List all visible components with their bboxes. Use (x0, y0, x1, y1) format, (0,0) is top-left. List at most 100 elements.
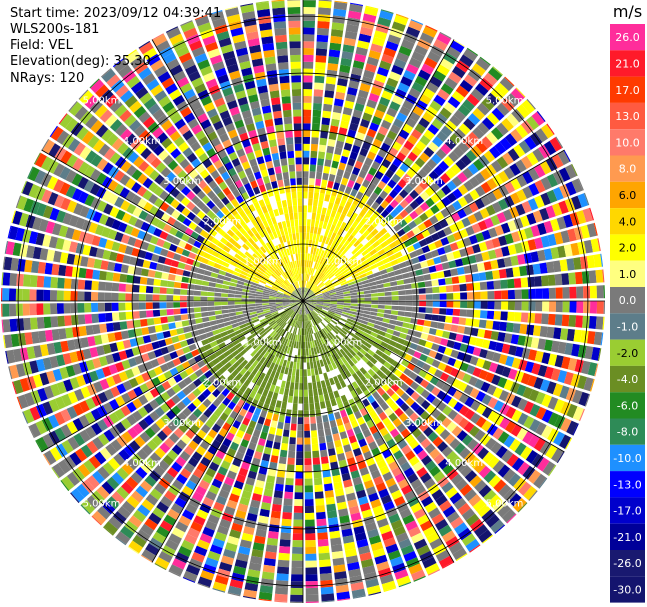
velocity-gate (383, 282, 391, 288)
velocity-gate (529, 403, 541, 417)
velocity-gate (186, 201, 196, 211)
velocity-gate (368, 591, 382, 596)
velocity-gate (453, 401, 464, 413)
velocity-gate (83, 179, 95, 193)
velocity-gate (385, 301, 392, 305)
velocity-gate (447, 96, 461, 109)
velocity-gate (116, 383, 127, 395)
velocity-gate (459, 283, 467, 292)
velocity-gate (118, 293, 126, 301)
velocity-gate (576, 286, 584, 299)
velocity-gate (399, 199, 409, 209)
velocity-gate (131, 453, 144, 466)
velocity-gate (228, 286, 236, 291)
velocity-gate (341, 364, 348, 372)
velocity-gate (429, 448, 441, 460)
velocity-gate (400, 544, 415, 556)
velocity-gate (92, 269, 101, 280)
velocity-gate (319, 359, 325, 367)
velocity-gate (537, 364, 548, 377)
velocity-gate (323, 299, 331, 301)
velocity-gate (238, 218, 246, 227)
velocity-gate (79, 110, 93, 125)
velocity-gate (464, 409, 475, 420)
velocity-gate (344, 485, 355, 495)
velocity-gate (303, 314, 306, 322)
velocity-gate (306, 362, 311, 370)
velocity-gate (378, 126, 389, 136)
velocity-gate (213, 262, 222, 270)
velocity-gate (283, 498, 293, 506)
velocity-gate (135, 466, 148, 479)
velocity-gate (73, 142, 86, 156)
velocity-gate (186, 338, 195, 346)
velocity-gate (391, 301, 399, 306)
velocity-gate (303, 225, 307, 233)
velocity-gate (251, 549, 264, 558)
velocity-gate (337, 301, 345, 303)
velocity-gate (134, 355, 144, 365)
velocity-gate (124, 95, 138, 108)
velocity-gate (164, 257, 173, 266)
velocity-gate (478, 272, 487, 281)
velocity-gate (538, 477, 548, 489)
velocity-gate (346, 555, 359, 564)
velocity-gate (540, 124, 554, 139)
velocity-gate (181, 539, 195, 551)
velocity-gate (182, 346, 191, 354)
velocity-gate (465, 318, 473, 327)
velocity-gate (199, 533, 213, 544)
velocity-gate (118, 243, 127, 254)
velocity-gate (339, 198, 347, 207)
velocity-gate (183, 112, 196, 124)
velocity-gate (411, 428, 422, 439)
velocity-gate (142, 116, 155, 129)
velocity-gate (138, 160, 150, 172)
velocity-gate (497, 464, 511, 478)
velocity-gate (184, 332, 193, 339)
velocity-gate (2, 272, 11, 286)
velocity-gate (370, 228, 379, 237)
velocity-gate (424, 235, 434, 245)
velocity-gate (508, 473, 521, 487)
velocity-gate (278, 275, 285, 282)
velocity-gate (203, 451, 215, 461)
velocity-gate (37, 261, 46, 274)
velocity-gate (124, 245, 134, 255)
velocity-gate (373, 475, 384, 486)
velocity-gate (257, 257, 264, 265)
velocity-gate (359, 467, 370, 476)
velocity-gate (575, 315, 583, 328)
velocity-gate (387, 324, 396, 330)
velocity-gate (315, 55, 327, 63)
velocity-gate (111, 312, 120, 321)
velocity-gate (362, 332, 370, 338)
velocity-gate (328, 392, 335, 400)
velocity-gate (303, 6, 316, 15)
velocity-gate (315, 292, 323, 296)
velocity-gate (252, 359, 259, 368)
velocity-gate (268, 302, 276, 305)
velocity-gate (176, 401, 187, 411)
velocity-gate (353, 334, 361, 341)
velocity-gate (498, 390, 510, 402)
velocity-gate (319, 559, 331, 568)
velocity-gate (127, 389, 138, 401)
velocity-gate (270, 308, 277, 312)
velocity-gate (194, 279, 203, 285)
velocity-gate (201, 205, 211, 215)
velocity-gate (402, 322, 410, 329)
velocity-gate (132, 410, 143, 422)
velocity-gate (239, 323, 247, 329)
velocity-gate (116, 486, 130, 500)
velocity-gate (282, 303, 290, 306)
velocity-gate (156, 238, 165, 248)
velocity-gate (245, 276, 253, 282)
velocity-gate (336, 591, 351, 600)
velocity-gate (57, 459, 71, 474)
velocity-gate (259, 585, 273, 594)
velocity-gate (311, 137, 319, 145)
velocity-gate (308, 382, 313, 390)
velocity-gate (392, 157, 403, 168)
velocity-gate (276, 318, 283, 324)
